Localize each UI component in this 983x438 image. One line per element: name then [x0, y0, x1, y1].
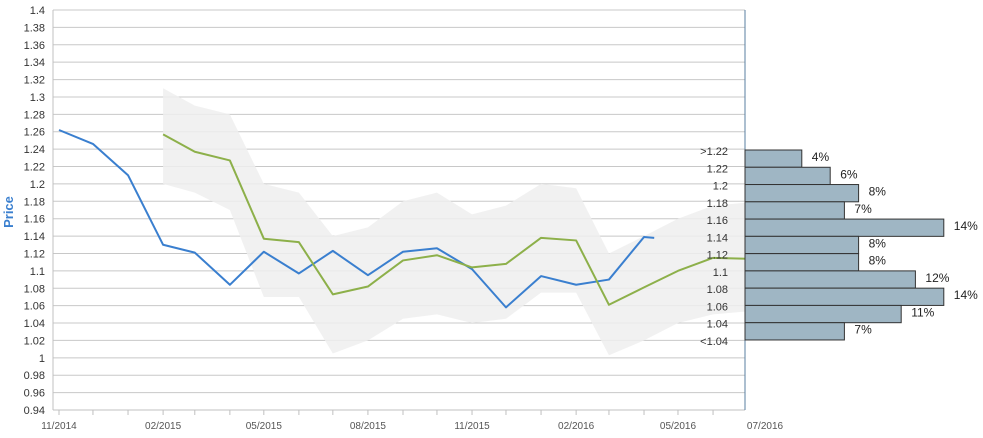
forecast-band [163, 88, 763, 355]
y-tick-label: 1.32 [24, 75, 45, 87]
y-tick-label: 0.98 [24, 370, 45, 382]
distribution-bar [745, 254, 859, 271]
distribution-bucket-label: 1.1 [713, 267, 728, 279]
distribution-bucket-label: 1.18 [707, 198, 728, 210]
y-tick-label: 1.1 [30, 266, 45, 278]
distribution-bar [745, 271, 915, 288]
x-tick-label: 05/2016 [660, 421, 697, 432]
distribution-bucket-label: 1.2 [713, 181, 728, 193]
distribution-bar [745, 236, 859, 253]
y-tick-label: 1.22 [24, 162, 45, 174]
distribution-percent-label: 12% [925, 271, 949, 285]
distribution-bar [745, 185, 859, 202]
y-tick-label: 1.28 [24, 109, 45, 121]
y-tick-label: 1.14 [24, 231, 45, 243]
y-tick-label: 1.04 [24, 318, 45, 330]
y-tick-label: 1.08 [24, 283, 45, 295]
distribution-percent-label: 8% [869, 254, 887, 268]
distribution-bar [745, 167, 830, 184]
y-tick-label: 1.2 [30, 179, 45, 191]
x-tick-label: 11/2015 [454, 421, 490, 432]
y-tick-label: 0.96 [24, 388, 45, 400]
y-tick-label: 1.4 [30, 5, 45, 17]
distribution-bucket-label: 1.22 [707, 163, 728, 175]
distribution-bucket-label: 1.12 [707, 250, 728, 262]
distribution-percent-label: 14% [954, 219, 978, 233]
y-tick-label: 0.94 [24, 405, 45, 417]
x-tick-label: 02/2015 [145, 421, 182, 432]
distribution-percent-label: 7% [854, 323, 872, 337]
x-tick-label: 11/2014 [41, 421, 77, 432]
distribution-bucket-label: <1.04 [700, 336, 728, 348]
x-tick-label: 08/2015 [350, 421, 387, 432]
distribution-percent-label: 8% [869, 185, 887, 199]
y-tick-label: 1.26 [24, 127, 45, 139]
y-tick-label: 1.34 [24, 57, 45, 69]
x-tick-label: 05/2015 [246, 421, 283, 432]
distribution-bar [745, 305, 901, 322]
distribution-percent-label: 11% [911, 305, 934, 319]
forecast-band-area [163, 88, 763, 355]
y-tick-label: 1.16 [24, 214, 45, 226]
x-tick-label: 07/2016 [747, 421, 784, 432]
y-tick-label: 1.06 [24, 301, 45, 313]
x-tick-label: 02/2016 [558, 421, 595, 432]
distribution-bucket-label: >1.22 [700, 146, 728, 158]
distribution-bucket-label: 1.06 [707, 301, 728, 313]
y-tick-label: 1.24 [24, 144, 45, 156]
distribution-bar [745, 202, 844, 219]
distribution-bucket-label: 1.16 [707, 215, 728, 227]
y-tick-label: 1.36 [24, 40, 45, 52]
distribution-bucket-label: 1.08 [707, 284, 728, 296]
distribution-bar [745, 288, 944, 305]
y-tick-label: 1.3 [30, 92, 45, 104]
distribution-percent-label: 14% [954, 288, 978, 302]
distribution-percent-label: 4% [812, 150, 830, 164]
distribution-bar [745, 219, 944, 236]
y-tick-label: 1.18 [24, 196, 45, 208]
distribution-percent-label: 6% [840, 167, 858, 181]
y-tick-label: 1.02 [24, 335, 45, 347]
distribution-percent-label: 8% [869, 236, 887, 250]
distribution-bucket-label: 1.04 [707, 319, 728, 331]
distribution-bar [745, 323, 844, 340]
distribution-bucket-label: 1.14 [707, 232, 728, 244]
y-axis-label: Price [1, 196, 16, 228]
distribution-percent-label: 7% [854, 202, 872, 216]
y-tick-label: 1.38 [24, 22, 45, 34]
y-tick-label: 1 [39, 353, 45, 365]
distribution-bar [745, 150, 802, 167]
y-tick-label: 1.12 [24, 248, 45, 260]
